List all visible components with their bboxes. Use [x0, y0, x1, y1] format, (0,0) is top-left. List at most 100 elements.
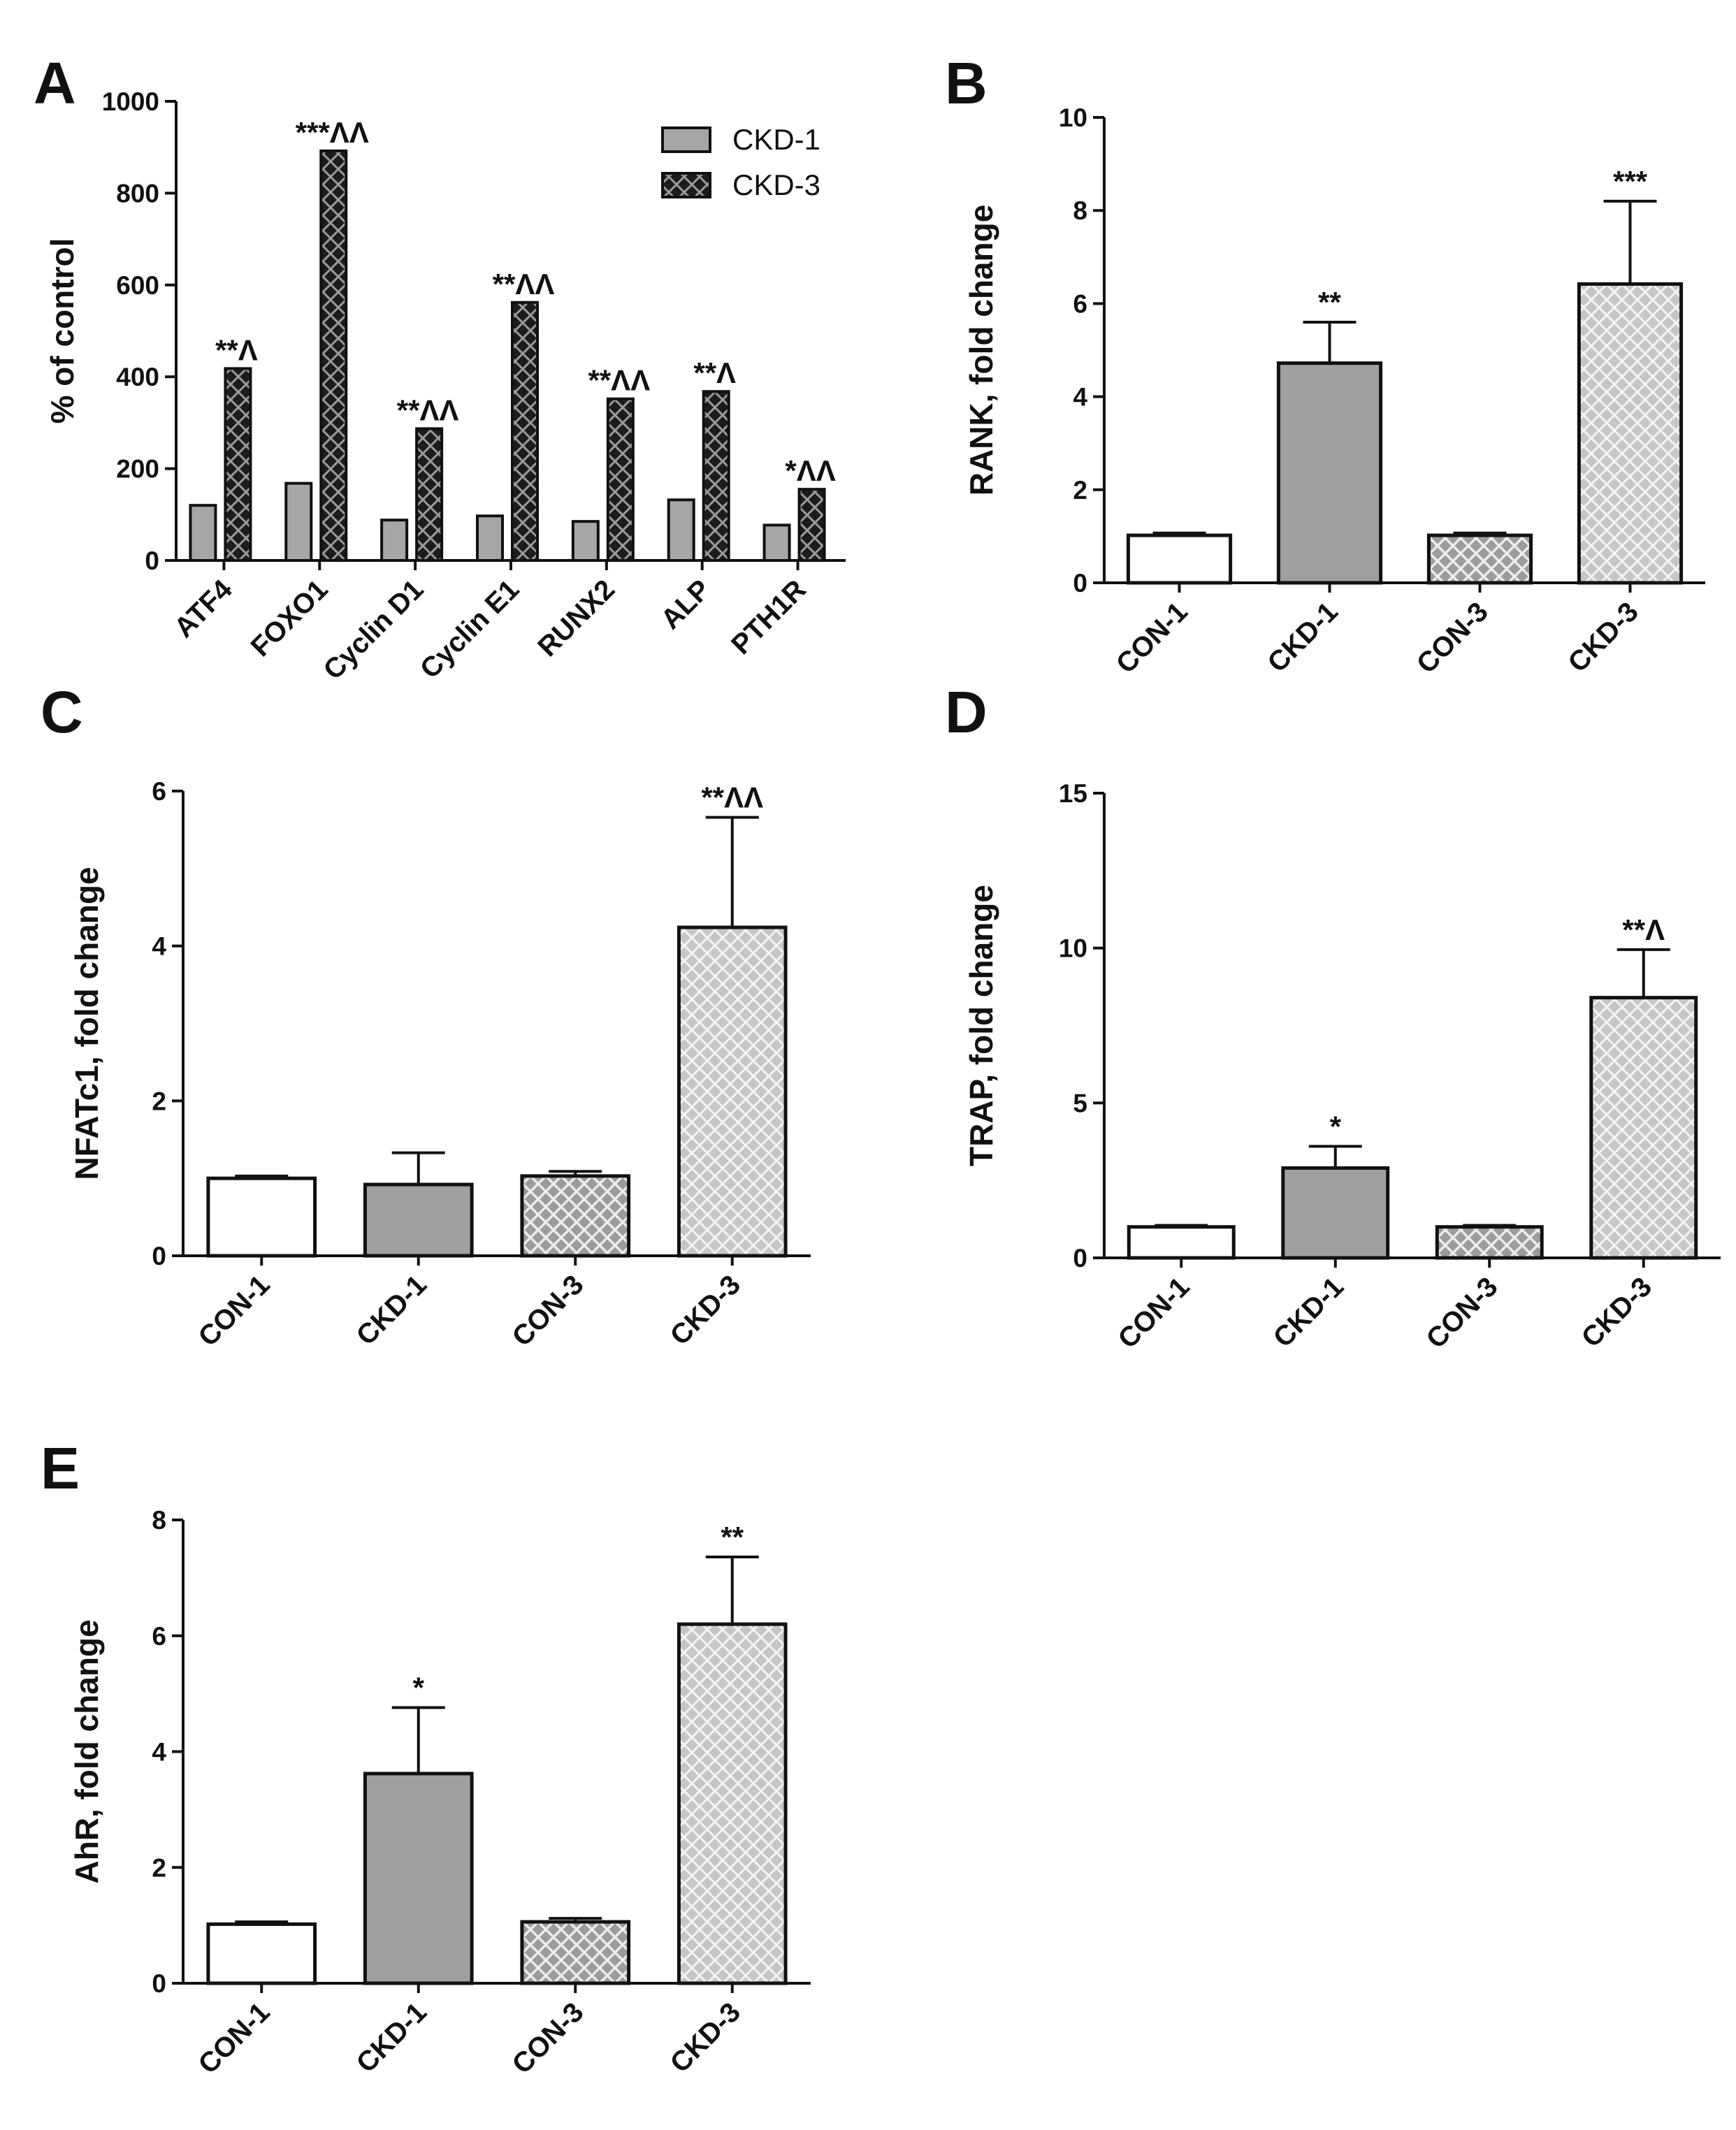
y-tick-label: 400: [116, 363, 159, 391]
y-tick-label: 0: [152, 1969, 166, 1998]
bar-ckd1: [363, 1182, 474, 1258]
x-category-label: CON-1: [192, 1997, 275, 2080]
significance-label: **ΛΛ: [397, 393, 459, 426]
x-category-label: CON-1: [192, 1269, 275, 1352]
panel-a-legend: CKD-1 CKD-3: [661, 123, 820, 201]
y-tick-label: 10: [1059, 103, 1087, 132]
significance-label: *: [1330, 1110, 1342, 1143]
y-tick-label: 2: [152, 1087, 166, 1115]
y-tick-label: 2: [152, 1853, 166, 1882]
bar-con3: [520, 1920, 631, 1985]
x-category-label: CKD-3: [1562, 596, 1644, 679]
legend-ckd1-label: CKD-1: [732, 123, 820, 156]
bar-con1: [206, 1922, 317, 1985]
y-tick-label: 8: [152, 1506, 166, 1535]
x-category-label: CON-1: [1112, 1271, 1195, 1354]
x-category-label: Cyclin E1: [414, 574, 525, 684]
x-category-label: PTH1R: [725, 574, 812, 660]
x-category-label: CKD-1: [1268, 1271, 1350, 1354]
bar-ckd3: [224, 367, 252, 563]
x-category-label: ATF4: [168, 574, 238, 644]
significance-label: **Λ: [693, 356, 736, 389]
bar-con1: [1126, 533, 1233, 585]
y-tick-label: 4: [152, 932, 166, 961]
x-category-label: CKD-1: [1261, 596, 1344, 679]
y-tick-label: 10: [1059, 934, 1087, 963]
legend-ckd3-swatch: [661, 172, 711, 198]
x-category-label: CKD-3: [665, 1269, 747, 1352]
x-category-label: CKD-3: [1576, 1271, 1658, 1354]
bar-ckd3: [677, 1622, 788, 1985]
x-category-label: ALP: [655, 574, 716, 635]
significance-label: **Λ: [215, 333, 258, 366]
bar-con1: [206, 1176, 317, 1258]
significance-label: ***: [1613, 165, 1648, 198]
y-axis-title: RANK, fold change: [963, 205, 999, 496]
panel-e-axes: 0 2 4 6 8 AhR, fold change: [68, 1506, 811, 1998]
y-tick-label: 0: [1073, 569, 1087, 597]
bar-ckd1: [1281, 1166, 1390, 1260]
bar-ckd1: [189, 504, 217, 562]
panel-d-label: D: [945, 679, 988, 745]
y-tick-label: 6: [1073, 289, 1087, 318]
significance-label: **ΛΛ: [588, 364, 650, 397]
bar-ckd3: [606, 397, 635, 563]
y-axis-title: NFATc1, fold change: [68, 867, 105, 1180]
bar-ckd3: [319, 149, 348, 562]
bar-ckd3: [511, 300, 539, 562]
y-axis-title: AhR, fold change: [68, 1619, 105, 1883]
significance-label: ***ΛΛ: [296, 116, 369, 149]
significance-label: **Λ: [1622, 913, 1665, 946]
y-tick-label: 0: [152, 1242, 166, 1270]
bar-ckd1: [762, 523, 791, 563]
panel-c-bars: CON-1 CKD-1 CON-3 CKD-3 **ΛΛ: [192, 781, 788, 1352]
significance-label: *ΛΛ: [785, 454, 835, 487]
bar-ckd1: [380, 519, 409, 563]
bar-ckd1: [284, 481, 313, 563]
x-category-label: Cyclin D1: [317, 574, 429, 686]
y-tick-label: 15: [1059, 779, 1087, 808]
bar-ckd3: [702, 390, 730, 562]
bar-ckd1: [667, 498, 695, 562]
x-category-label: RUNX2: [532, 574, 621, 662]
x-category-label: CON-3: [506, 1997, 589, 2080]
x-category-label: CKD-1: [351, 1269, 433, 1352]
legend-ckd3-label: CKD-3: [732, 168, 820, 201]
y-tick-label: 200: [116, 455, 159, 484]
x-category-label: CON-1: [1111, 596, 1194, 679]
y-tick-label: 6: [152, 1622, 166, 1651]
y-tick-label: 600: [116, 271, 159, 300]
panel-c-label: C: [41, 679, 83, 745]
panel-b-label: B: [945, 50, 988, 116]
y-tick-label: 0: [1073, 1244, 1087, 1273]
bar-con3: [1435, 1225, 1544, 1260]
significance-label: *: [413, 1672, 425, 1704]
x-category-label: CON-3: [506, 1269, 589, 1352]
y-tick-label: 2: [1073, 476, 1087, 505]
y-tick-label: 0: [145, 546, 159, 575]
panel-e-label: E: [41, 1435, 80, 1501]
bar-ckd3: [1577, 282, 1684, 585]
panel-a-axes: 0 200 400 600 800 1000 % of control: [44, 87, 846, 575]
y-tick-label: 4: [1073, 383, 1087, 412]
bar-ckd1: [476, 514, 504, 562]
x-category-label: CKD-3: [665, 1997, 747, 2079]
bar-ckd3: [677, 925, 788, 1258]
panel-b-bars: CON-1 CKD-1 ** CON-3 CKD-3 ***: [1111, 165, 1684, 679]
significance-label: **: [721, 1521, 744, 1553]
panel-e-chart: E 0 2 4 6 8 AhR, fold change CON-1 CKD-1 * CON-3…: [41, 1435, 811, 2080]
x-category-label: CON-3: [1411, 596, 1494, 679]
panel-a-bars: ATF4 **Λ FOXO1 ***ΛΛ Cyclin D1 **ΛΛ Cyclin E1 *…: [168, 116, 836, 686]
significance-label: **ΛΛ: [701, 781, 763, 814]
panel-e-bars: CON-1 CKD-1 * CON-3 CKD-3 **: [192, 1521, 788, 2080]
y-tick-label: 8: [1073, 196, 1087, 225]
bar-ckd1: [571, 520, 600, 563]
bar-con1: [1127, 1225, 1236, 1260]
bar-ckd3: [1589, 996, 1698, 1260]
x-category-label: CKD-1: [351, 1997, 433, 2079]
x-category-label: FOXO1: [245, 574, 334, 662]
y-tick-label: 4: [152, 1738, 166, 1767]
